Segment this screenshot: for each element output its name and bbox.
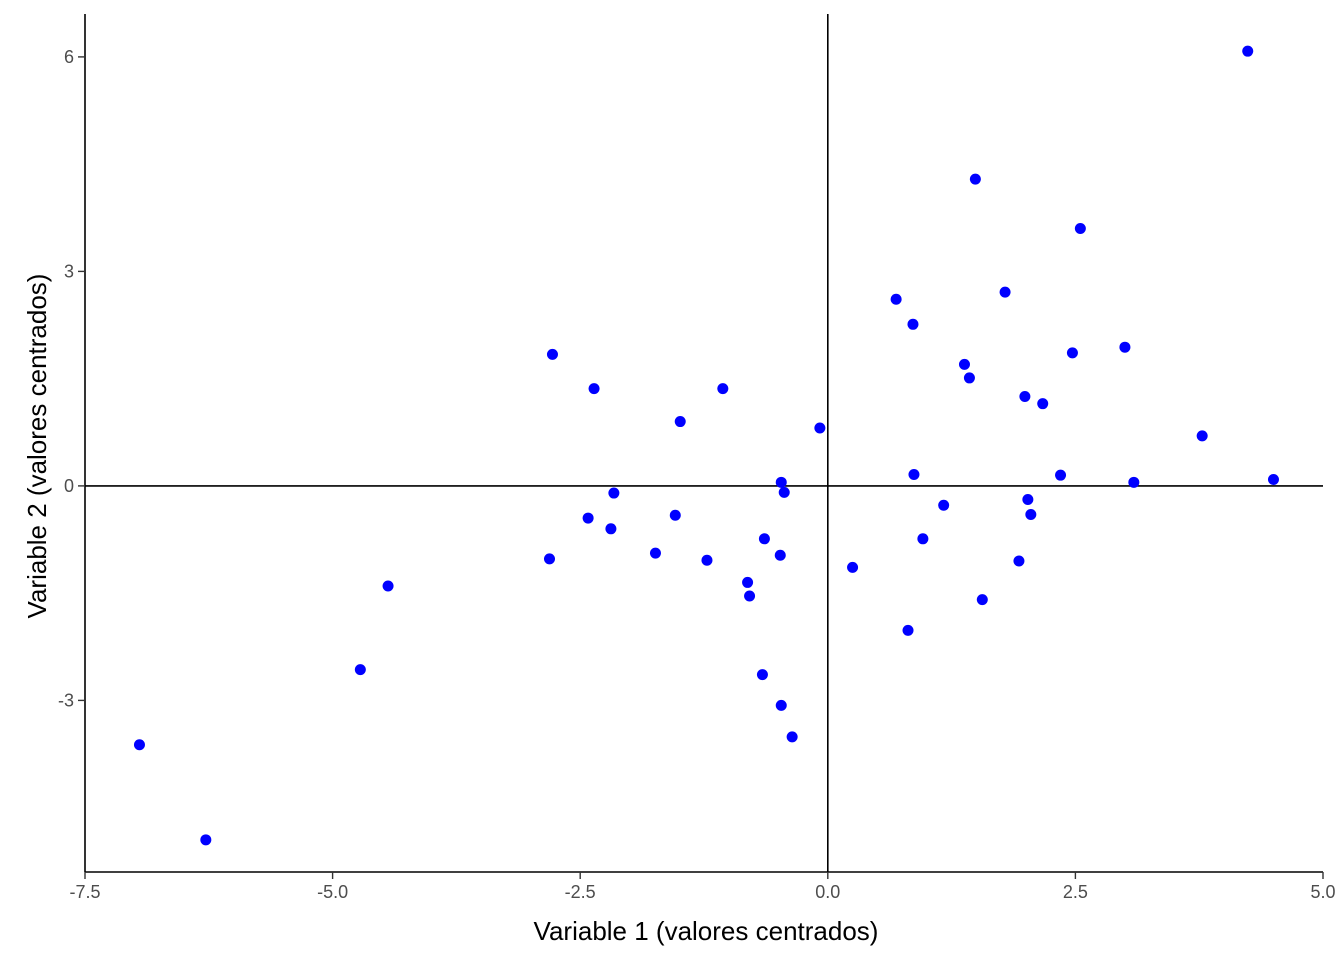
data-point (543, 553, 555, 565)
data-point (778, 486, 790, 498)
x-tick-label: 0.0 (815, 882, 840, 902)
data-point (1128, 476, 1140, 488)
data-point (976, 594, 988, 606)
data-point (814, 422, 826, 434)
data-point (1013, 555, 1025, 567)
data-point (958, 358, 970, 370)
data-point (775, 476, 787, 488)
x-tick-label: -5.0 (317, 882, 348, 902)
data-point (847, 561, 859, 573)
data-point (669, 509, 681, 521)
axes: -7.5 -5.0 -2.5 0.0 2.5 5.0 -3 0 3 6 (58, 14, 1336, 902)
data-point (902, 624, 914, 636)
y-tick-label: -3 (58, 690, 74, 710)
data-point (608, 487, 620, 499)
data-point (354, 664, 366, 676)
data-point (674, 416, 686, 428)
data-point (1119, 341, 1131, 353)
data-point (1037, 398, 1049, 410)
data-point (758, 533, 770, 545)
x-tick-label: -2.5 (565, 882, 596, 902)
data-point (963, 372, 975, 384)
data-point (588, 383, 600, 395)
y-axis-title: Variable 2 (valores centrados) (22, 274, 52, 619)
data-point (786, 731, 798, 743)
data-point (756, 669, 768, 681)
data-point (1019, 391, 1031, 403)
y-tick-label: 6 (64, 47, 74, 67)
data-point (1022, 493, 1034, 505)
data-point (605, 523, 617, 535)
data-point (546, 348, 558, 360)
x-tick-label: -7.5 (69, 882, 100, 902)
y-tick-label: 3 (64, 261, 74, 281)
data-point (382, 580, 394, 592)
data-point (938, 499, 950, 511)
data-point (1267, 473, 1279, 485)
data-point (907, 318, 919, 330)
data-point (774, 549, 786, 561)
reference-lines (85, 14, 1323, 872)
data-point (1055, 469, 1067, 481)
data-point (133, 739, 145, 751)
data-point (1066, 347, 1078, 359)
data-point (917, 533, 929, 545)
data-point (649, 547, 661, 559)
data-point (890, 293, 902, 305)
data-point (582, 512, 594, 524)
data-point (1196, 430, 1208, 442)
data-point (908, 468, 920, 480)
data-points (133, 45, 1279, 846)
data-point (969, 173, 981, 185)
data-point (200, 834, 212, 846)
data-point (1025, 509, 1037, 520)
x-tick-label: 2.5 (1063, 882, 1088, 902)
data-point (1074, 223, 1086, 234)
data-point (744, 590, 756, 602)
x-axis-title: Variable 1 (valores centrados) (534, 916, 879, 946)
data-point (742, 576, 754, 588)
data-point (701, 554, 713, 566)
x-tick-label: 5.0 (1310, 882, 1335, 902)
y-tick-label: 0 (64, 476, 74, 496)
data-point (999, 286, 1011, 298)
data-point (717, 383, 729, 395)
data-point (1242, 45, 1254, 57)
data-point (775, 699, 787, 711)
